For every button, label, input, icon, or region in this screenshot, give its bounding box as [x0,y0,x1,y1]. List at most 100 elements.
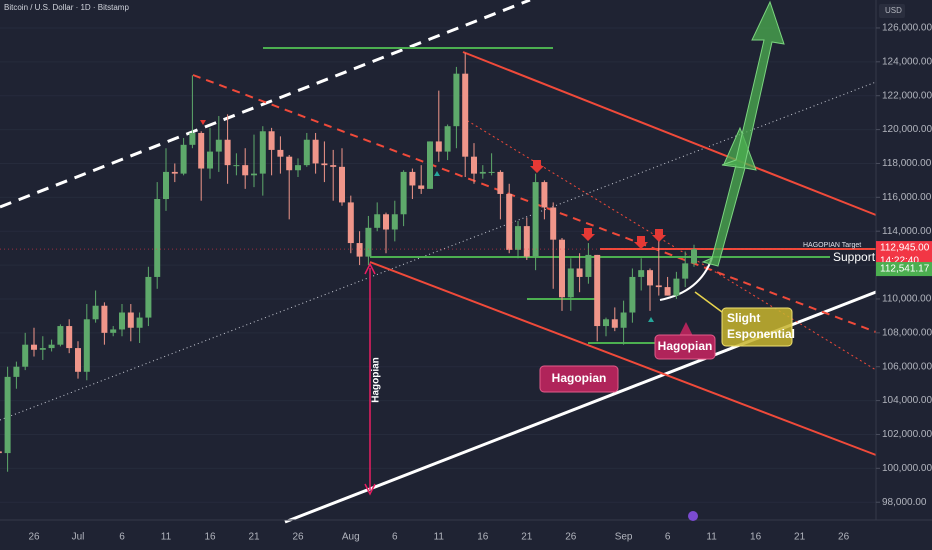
candle-body [506,193,513,250]
candle-body [57,326,64,345]
y-tick-label: 114,000.00 [882,226,932,237]
candle-body [22,344,29,367]
candle-body [550,207,557,240]
candle-body [321,163,328,166]
support-price-label: 112,541.17 [880,264,930,275]
candle-body [576,268,583,277]
chart-title: Bitcoin / U.S. Dollar · 1D · Bitstamp [4,3,129,12]
candle-body [233,165,240,167]
label-box [654,334,716,360]
candle-body [444,126,451,152]
box-label: Esponential [727,327,795,341]
candle-body [154,199,161,277]
candle-body [198,132,205,169]
currency-box[interactable] [879,4,905,18]
candle-body [127,312,134,328]
x-tick-label: 26 [28,532,40,543]
candle-body [497,171,504,194]
candle-body [523,226,530,257]
candle-body [620,312,627,328]
last-price-label: 112,945.00 [880,243,930,254]
candle-body [603,319,609,327]
forecast-arrow [721,0,785,169]
candle-body [180,144,187,174]
candle-body [259,131,266,174]
x-tick-label: 21 [248,532,260,543]
x-tick-label: 26 [565,532,577,543]
candle-body [4,376,11,454]
candle-body [532,182,539,257]
measure-arrows [364,262,376,496]
candle-body [339,166,345,203]
candle-body [647,270,653,286]
candle-body [400,171,407,215]
candle-body [119,312,125,330]
x-tick-label: 21 [521,532,533,543]
countdown: 14:22:40 [880,256,919,267]
currency: USD [885,6,902,15]
x-tick-label: Aug [342,532,360,543]
candle-body [462,73,469,157]
candle-body [286,156,293,171]
x-tick-label: Sep [615,532,633,543]
candle-body [101,305,108,333]
candle-body [207,151,213,169]
label-pointer [679,322,693,336]
target-label: HAGOPIAN Target [803,242,861,249]
x-tick-label: 11 [434,532,445,543]
candle-body [0,451,2,454]
x-tick-label: 16 [204,532,216,543]
y-tick-label: 98,000.00 [882,497,927,508]
candle-body [92,305,99,320]
candle-body [435,141,442,152]
candle-body [391,214,398,230]
candle-body [31,344,37,350]
candle-body [541,182,548,208]
candle-body [629,276,636,313]
candle-body [365,227,372,257]
candle-body [330,165,337,167]
candle-body [277,149,284,157]
candle-body [189,132,196,145]
support-price-badge [876,262,932,277]
candle-body [515,226,521,250]
y-tick-label: 102,000.00 [882,429,932,440]
candle-body [295,165,301,171]
forecast-arrows [701,0,785,267]
axis-layer: 98,000.00 100,000.00 102,000.00 104,000.00 1… [0,23,932,543]
candle-body [48,344,55,349]
candle-body [110,329,117,333]
candle-body [638,270,645,277]
up-marker [434,171,440,176]
candle-body [409,171,416,186]
x-tick-label: 16 [477,532,489,543]
candle-body [673,278,680,296]
candle-body [145,276,152,318]
candle-body [664,287,671,296]
candle-body [427,141,433,189]
y-tick-label: 124,000.00 [882,56,932,67]
candle-body [136,317,143,328]
logo-icon [688,511,698,521]
y-tick-label: 118,000.00 [882,158,932,169]
down-marker [581,228,595,241]
label-box [721,307,793,347]
candle-body [479,171,486,174]
y-tick-label: 106,000.00 [882,361,932,372]
candle-body [471,156,477,174]
candle-body [242,165,249,176]
candle-body [418,185,425,189]
candle-body [594,254,601,327]
dotted-trendline [0,81,877,421]
y-tick-label: 110,000.00 [882,294,932,305]
down-marker [200,120,206,125]
label-box [539,365,619,393]
candle-body [171,171,178,174]
x-tick-label: 6 [392,532,398,543]
candles [0,53,697,472]
candle-body [39,348,46,350]
candle-body [453,73,460,127]
signal-markers [200,120,666,322]
candle-body [356,243,363,257]
